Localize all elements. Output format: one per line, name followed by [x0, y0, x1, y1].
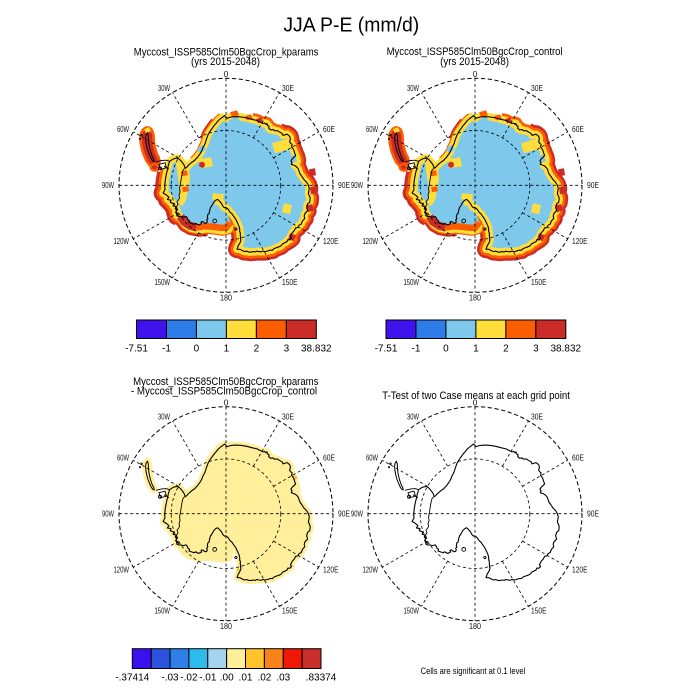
svg-text:150W: 150W: [155, 606, 171, 616]
svg-text:-1: -1: [412, 344, 421, 355]
svg-text:90E: 90E: [587, 180, 599, 190]
svg-text:180: 180: [469, 293, 481, 303]
svg-text:60W: 60W: [117, 124, 129, 134]
svg-text:60E: 60E: [323, 124, 335, 134]
svg-text:60W: 60W: [117, 453, 129, 463]
svg-text:150E: 150E: [531, 606, 547, 616]
svg-text:- Myccost_ISSP585Clm50BgcCrop_: - Myccost_ISSP585Clm50BgcCrop_control: [131, 386, 317, 398]
svg-text:120E: 120E: [323, 565, 339, 575]
svg-text:90W: 90W: [102, 509, 114, 519]
svg-text:150E: 150E: [531, 277, 547, 287]
svg-text:90E: 90E: [587, 509, 599, 519]
svg-text:0: 0: [473, 69, 478, 79]
svg-text:30E: 30E: [282, 83, 294, 93]
svg-text:.02: .02: [257, 673, 271, 684]
svg-text:30W: 30W: [407, 83, 419, 93]
svg-text:0: 0: [194, 344, 200, 355]
svg-text:120W: 120W: [114, 565, 130, 575]
svg-text:0: 0: [224, 398, 229, 408]
svg-text:Cells are significant at 0.1 l: Cells are significant at 0.1 level: [421, 666, 526, 677]
svg-text:JJA P-E (mm/d): JJA P-E (mm/d): [283, 14, 419, 37]
svg-text:60W: 60W: [366, 453, 378, 463]
svg-text:90W: 90W: [351, 180, 363, 190]
svg-text:30E: 30E: [531, 412, 543, 422]
svg-text:60W: 60W: [366, 124, 378, 134]
svg-text:2: 2: [503, 344, 509, 355]
svg-text:-.03: -.03: [161, 673, 179, 684]
svg-text:1: 1: [473, 344, 479, 355]
svg-text:30W: 30W: [158, 83, 170, 93]
svg-text:Myccost_ISSP585Clm50BgcCrop_co: Myccost_ISSP585Clm50BgcCrop_control: [387, 46, 563, 58]
svg-text:150W: 150W: [404, 277, 420, 287]
svg-text:120W: 120W: [114, 236, 130, 246]
svg-text:0: 0: [224, 69, 229, 79]
svg-text:90W: 90W: [351, 509, 363, 519]
svg-text:Myccost_ISSP585Clm50BgcCrop_kp: Myccost_ISSP585Clm50BgcCrop_kparams: [134, 46, 319, 58]
svg-text:-.01: -.01: [199, 673, 217, 684]
svg-text:120E: 120E: [572, 236, 588, 246]
svg-text:90E: 90E: [338, 509, 350, 519]
svg-text:Myccost_ISSP585Clm50BgcCrop_kp: Myccost_ISSP585Clm50BgcCrop_kparams: [133, 376, 319, 388]
svg-text:38.832: 38.832: [551, 344, 582, 355]
svg-text:90E: 90E: [338, 180, 350, 190]
svg-text:120W: 120W: [363, 236, 379, 246]
svg-text:30E: 30E: [531, 83, 543, 93]
svg-text:-.37414: -.37414: [115, 673, 149, 684]
svg-text:120E: 120E: [572, 565, 588, 575]
svg-text:180: 180: [220, 621, 232, 631]
svg-text:0: 0: [473, 398, 478, 408]
svg-text:(yrs 2015-2048): (yrs 2015-2048): [191, 56, 260, 68]
svg-text:90W: 90W: [102, 180, 114, 190]
svg-text:2: 2: [254, 344, 260, 355]
svg-text:30W: 30W: [407, 412, 419, 422]
svg-text:.01: .01: [239, 673, 253, 684]
svg-text:180: 180: [469, 621, 481, 631]
svg-text:-7.51: -7.51: [125, 344, 148, 355]
svg-text:60E: 60E: [572, 453, 584, 463]
svg-text:3: 3: [533, 344, 539, 355]
svg-text:0: 0: [443, 344, 449, 355]
svg-text:150W: 150W: [155, 277, 171, 287]
svg-text:150E: 150E: [282, 277, 298, 287]
svg-text:180: 180: [220, 293, 232, 303]
svg-text:(yrs 2015-2048): (yrs 2015-2048): [440, 56, 509, 68]
svg-text:1: 1: [224, 344, 230, 355]
svg-text:60E: 60E: [572, 124, 584, 134]
svg-text:.03: .03: [276, 673, 290, 684]
svg-text:.83374: .83374: [306, 673, 337, 684]
svg-text:60E: 60E: [323, 453, 335, 463]
svg-text:-7.51: -7.51: [375, 344, 398, 355]
svg-text:30W: 30W: [158, 412, 170, 422]
svg-text:150W: 150W: [404, 606, 420, 616]
svg-text:-1: -1: [162, 344, 171, 355]
svg-text:150E: 150E: [282, 606, 298, 616]
svg-text:120E: 120E: [323, 236, 339, 246]
svg-text:30E: 30E: [282, 412, 294, 422]
svg-text:.00: .00: [220, 673, 234, 684]
svg-text:T-Test of two Case means at ea: T-Test of two Case means at each grid po…: [382, 390, 570, 402]
svg-text:38.832: 38.832: [301, 344, 332, 355]
svg-text:3: 3: [284, 344, 290, 355]
svg-text:120W: 120W: [363, 565, 379, 575]
svg-text:-.02: -.02: [180, 673, 198, 684]
